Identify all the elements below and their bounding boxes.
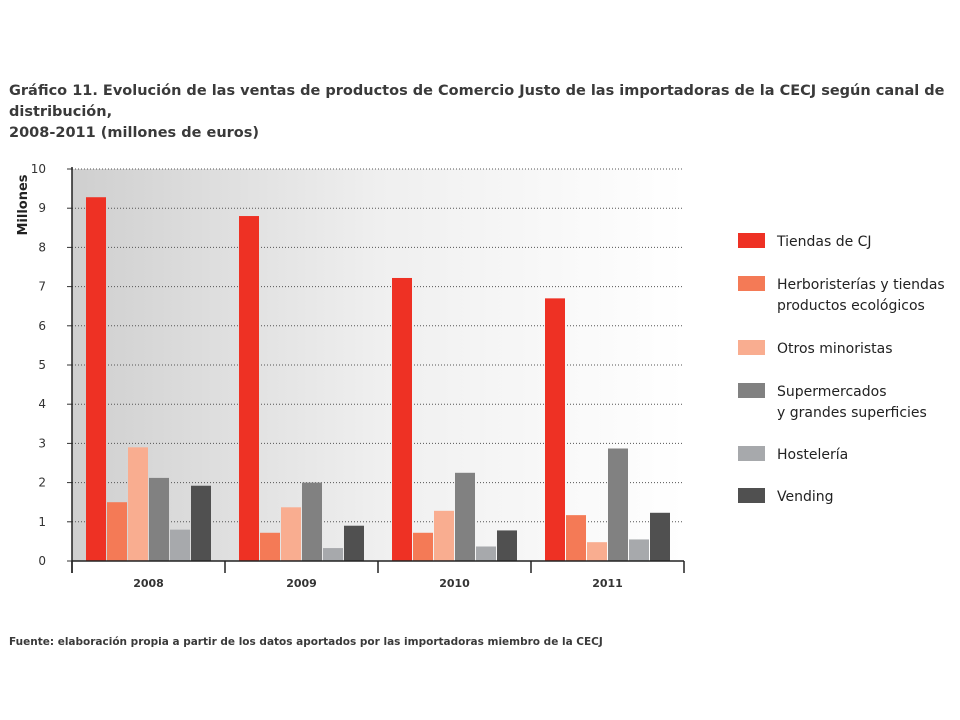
legend-swatch-1 — [738, 233, 765, 248]
bar-2011-4 — [608, 448, 628, 561]
bar-2008-2 — [107, 502, 127, 561]
legend-label-4: y grandes superficies — [777, 405, 927, 421]
legend-swatch-6 — [738, 488, 765, 503]
bar-2011-5 — [629, 539, 649, 561]
y-tick-label: 9 — [38, 201, 46, 215]
bar-2008-1 — [86, 197, 106, 561]
bar-2009-6 — [344, 525, 364, 561]
legend-label-6: Vending — [777, 489, 834, 505]
source-note: Fuente: elaboración propia a partir de l… — [9, 636, 603, 648]
y-tick-label: 0 — [38, 554, 46, 568]
legend-label-2: productos ecológicos — [777, 298, 925, 314]
bar-2010-3 — [434, 510, 454, 561]
legend-label-2: Herboristerías y tiendas — [777, 277, 945, 293]
y-tick-label: 6 — [38, 319, 46, 333]
bar-2010-1 — [392, 277, 412, 561]
y-axis-label: Millones — [16, 174, 31, 235]
bar-2011-1 — [545, 298, 565, 561]
y-tick-label: 5 — [38, 358, 46, 372]
legend-label-4: Supermercados — [777, 384, 887, 400]
bar-2010-6 — [497, 530, 517, 561]
legend-swatch-4 — [738, 383, 765, 398]
bar-2008-3 — [128, 447, 148, 561]
x-category-label: 2009 — [286, 577, 317, 590]
y-tick-label: 10 — [31, 162, 46, 176]
y-tick-label: 4 — [38, 397, 46, 411]
bar-2009-4 — [302, 482, 322, 561]
bar-2009-3 — [281, 507, 301, 561]
bar-2010-5 — [476, 546, 496, 561]
bar-2009-2 — [260, 532, 280, 561]
x-category-label: 2010 — [439, 577, 470, 590]
legend-label-5: Hostelería — [777, 447, 848, 463]
bar-2008-4 — [149, 477, 169, 561]
bar-2009-5 — [323, 548, 343, 561]
y-tick-label: 7 — [38, 280, 46, 294]
y-tick-label: 1 — [38, 515, 46, 529]
legend-swatch-5 — [738, 446, 765, 461]
y-tick-label: 2 — [38, 476, 46, 490]
bar-2008-6 — [191, 485, 211, 561]
y-tick-label: 8 — [38, 240, 46, 254]
legend-label-3: Otros minoristas — [777, 341, 893, 357]
legend-swatch-3 — [738, 340, 765, 355]
legend-label-1: Tiendas de CJ — [776, 234, 872, 250]
y-tick-label: 3 — [38, 436, 46, 450]
x-category-label: 2008 — [133, 577, 164, 590]
legend-swatch-2 — [738, 276, 765, 291]
x-category-label: 2011 — [592, 577, 623, 590]
bar-2011-3 — [587, 542, 607, 561]
bar-2009-1 — [239, 216, 259, 562]
bar-2011-2 — [566, 515, 586, 561]
bar-2010-2 — [413, 532, 433, 561]
bar-2011-6 — [650, 512, 670, 561]
bar-2008-5 — [170, 529, 190, 561]
bar-2010-4 — [455, 472, 475, 561]
chart-title: Gráfico 11. Evolución de las ventas de p… — [9, 81, 954, 144]
chart-title-line-1: Gráfico 11. Evolución de las ventas de p… — [9, 83, 945, 120]
chart-title-line-2: 2008-2011 (millones de euros) — [9, 125, 260, 141]
